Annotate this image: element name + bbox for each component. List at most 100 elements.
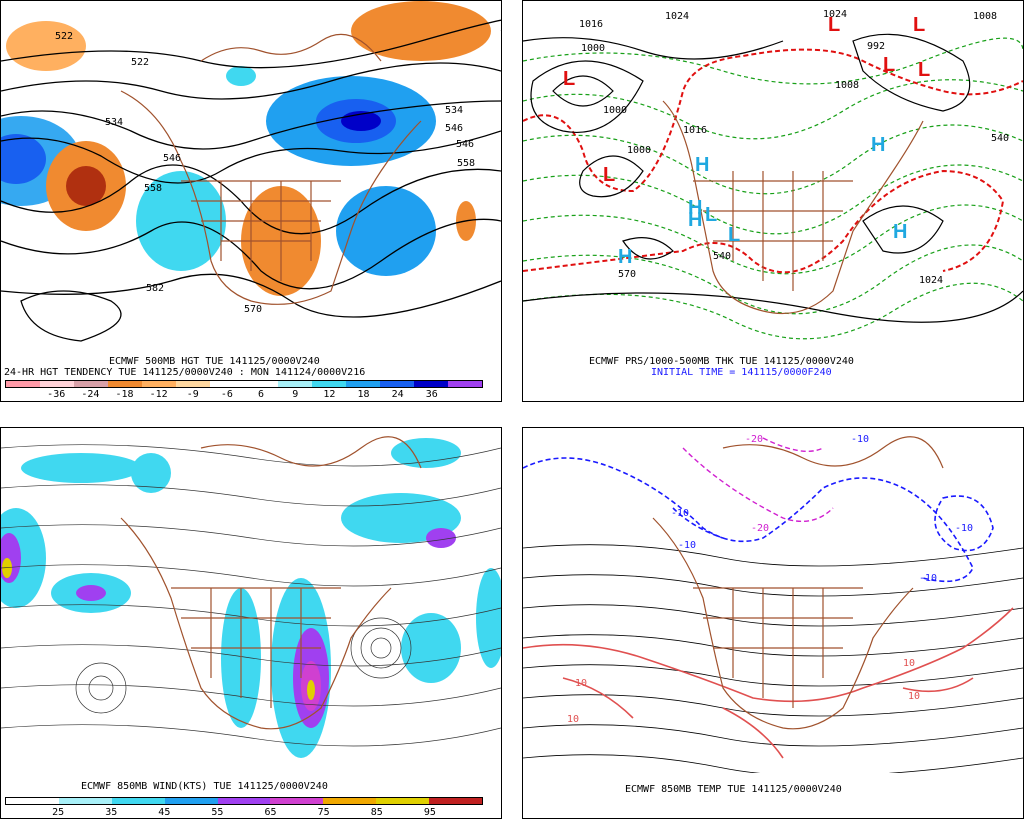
svg-text:-10: -10 [955,523,973,534]
svg-text:H: H [688,197,702,219]
colorbar-label: 36 [425,389,438,400]
svg-text:1016: 1016 [683,125,707,136]
colorbar-label: 9 [292,389,299,400]
svg-text:570: 570 [244,304,262,315]
colorbar-label: 6 [258,389,265,400]
colorbar-label: 55 [211,807,224,818]
colorbar-swatch [429,798,483,804]
svg-text:1024: 1024 [823,9,847,20]
svg-text:546: 546 [163,153,181,164]
colorbar-label: 95 [423,807,436,818]
panel-850mb-temperature: -20 -10 -10 -20 -10 10 10 10 10 -10 -10 … [522,427,1024,819]
svg-text:534: 534 [105,117,123,128]
svg-text:992: 992 [867,41,885,52]
svg-text:1016: 1016 [579,19,603,30]
colorbar-label: -36 [47,389,66,400]
pressure-centers: L L L L L L H H H H H H L L [563,14,930,268]
svg-text:-10: -10 [851,434,869,445]
streamlines [1,444,501,747]
colorbar-swatch [380,381,414,387]
svg-text:1008: 1008 [973,11,997,22]
colorbar-swatch [108,381,142,387]
svg-text:546: 546 [456,139,474,150]
colorbar-swatch [414,381,448,387]
warm-isotherms [523,607,1014,759]
svg-text:H: H [618,246,632,268]
colorbar-label: 25 [52,807,65,818]
panel-500mb-height: 522 522 534 546 558 582 570 534 546 558 … [0,0,502,402]
svg-text:L: L [918,59,930,81]
colorbar-label: 75 [317,807,330,818]
height-contour-labels: 522 522 534 546 558 582 570 534 546 558 … [55,31,475,315]
tendency-colorbar-labels: -36 -24 -18 -12 -9 -6 6 9 12 18 24 36 [5,389,481,401]
colorbar-swatch [376,798,430,804]
svg-text:10: 10 [575,678,587,689]
colorbar-label: -6 [220,389,233,400]
colorbar-swatch [210,381,244,387]
colorbar-swatch [244,381,278,387]
colorbar-label: 24 [391,389,404,400]
svg-text:582: 582 [146,283,164,294]
svg-text:-10: -10 [919,573,937,584]
colorbar-swatch [142,381,176,387]
svg-text:L: L [603,164,615,186]
colorbar-swatch [111,798,165,804]
svg-text:1024: 1024 [665,11,689,22]
colorbar-swatch [58,798,112,804]
svg-text:534: 534 [445,105,463,116]
very-cold-isotherms [682,437,834,522]
wind-speed-colorbar [5,797,483,805]
colorbar-swatch [270,798,324,804]
svg-text:H: H [695,154,709,176]
temperature-contour-labels: -20 -10 -10 -20 -10 10 10 10 10 -10 -10 [567,434,973,725]
colorbar-swatch [164,798,218,804]
svg-text:522: 522 [131,57,149,68]
panel-pressure-thickness: L L L L L L H H H H H H L L 1016 1024 10… [522,0,1024,402]
colorbar-swatch [217,798,271,804]
svg-text:1000: 1000 [581,43,605,54]
panel-caption: ECMWF 850MB TEMP TUE 141125/0000V240 [625,784,842,795]
colorbar-label: -24 [81,389,100,400]
svg-text:-10: -10 [678,540,696,551]
svg-text:540: 540 [713,251,731,262]
map-pressure-thickness: L L L L L L H H H H H H L L 1016 1024 10… [523,9,1023,340]
tendency-colorbar [5,380,483,388]
colorbar-swatch [312,381,346,387]
pressure-contours [523,33,1023,323]
svg-text:558: 558 [457,158,475,169]
coastlines [662,100,924,315]
colorbar-label: -18 [115,389,134,400]
svg-text:H: H [688,209,702,231]
svg-text:1024: 1024 [919,275,943,286]
svg-text:-10: -10 [671,508,689,519]
colorbar-label: 85 [370,807,383,818]
initial-time-caption: INITIAL TIME = 141115/0000F240 [651,367,832,378]
colorbar-label: -12 [149,389,168,400]
coastlines [120,436,422,730]
svg-text:L: L [883,54,895,76]
map-500mb-height: 522 522 534 546 558 582 570 534 546 558 … [1,1,501,342]
colorbar-swatch [6,798,59,804]
svg-text:-20: -20 [751,523,769,534]
svg-text:10: 10 [903,658,915,669]
height-tendency-fills [1,1,491,296]
map-850mb-temperature: -20 -10 -10 -20 -10 10 10 10 10 -10 -10 [523,434,1023,773]
svg-text:L: L [913,14,925,36]
colorbar-swatch [278,381,312,387]
colorbar-swatch [323,798,377,804]
colorbar-swatch [346,381,380,387]
coastlines [120,33,422,305]
svg-text:558: 558 [144,183,162,194]
colorbar-label: -9 [186,389,199,400]
svg-text:522: 522 [55,31,73,42]
colorbar-swatch [176,381,210,387]
temperature-contours [523,544,1023,773]
map-850mb-wind [1,436,501,758]
svg-text:H: H [893,221,907,243]
colorbar-label: 18 [357,389,370,400]
colorbar-swatch [40,381,74,387]
panel-caption: ECMWF 500MB HGT TUE 141125/0000V240 [109,356,320,367]
svg-text:L: L [728,224,740,246]
thickness-540-line [523,48,1023,274]
svg-text:L: L [563,68,575,90]
